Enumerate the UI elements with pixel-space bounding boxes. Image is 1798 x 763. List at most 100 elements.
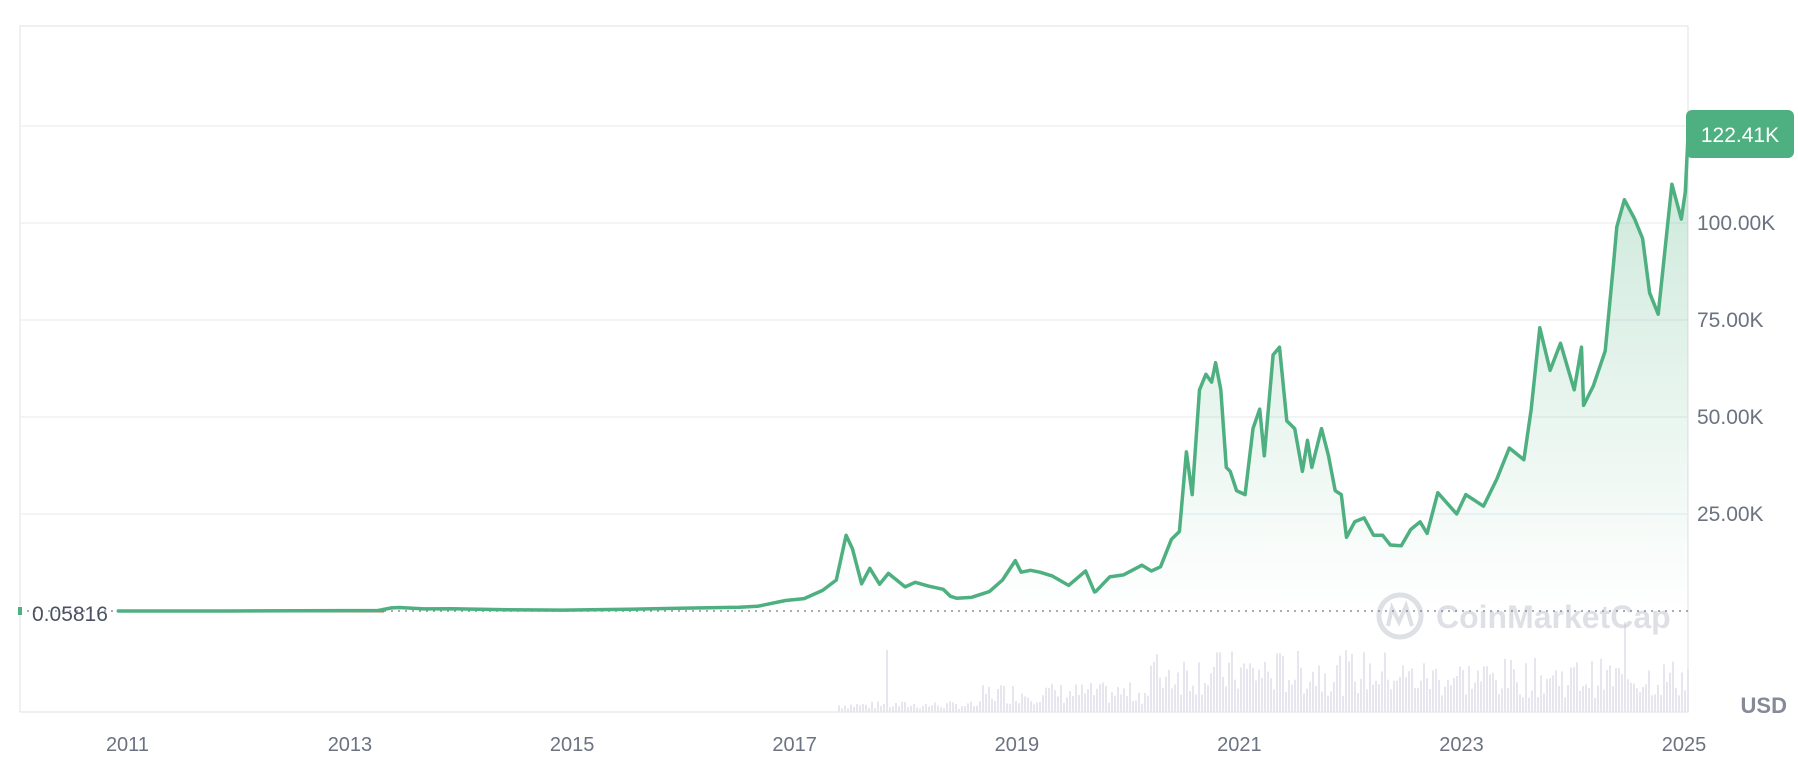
volume-bar — [880, 705, 882, 712]
volume-bar — [1279, 653, 1281, 712]
volume-bar — [1489, 674, 1491, 712]
volume-bar — [1099, 684, 1101, 712]
volume-bar — [937, 705, 939, 712]
volume-bar — [1054, 690, 1056, 712]
volume-bar — [1612, 686, 1614, 712]
volume-bar — [850, 704, 852, 712]
volume-bar — [1471, 688, 1473, 712]
volume-bar — [1255, 680, 1257, 712]
volume-bar — [1480, 681, 1482, 712]
volume-bar — [1618, 668, 1620, 712]
volume-bar — [1012, 686, 1014, 712]
volume-bar — [1294, 679, 1296, 712]
volume-bar — [868, 707, 870, 712]
volume-bar — [1573, 667, 1575, 712]
volume-bar — [1327, 695, 1329, 712]
volume-bar — [1126, 696, 1128, 712]
x-tick-label: 2019 — [995, 734, 1040, 756]
volume-bar — [1024, 696, 1026, 712]
volume-bar — [970, 701, 972, 712]
volume-bar — [1033, 704, 1035, 712]
volume-bar — [1519, 694, 1521, 712]
volume-bar — [1189, 691, 1191, 712]
volume-bar — [1129, 682, 1131, 712]
volume-bar — [1120, 694, 1122, 712]
volume-bar — [1324, 673, 1326, 712]
volume-bar — [1228, 662, 1230, 712]
volume-bar — [901, 701, 903, 712]
volume-bar — [1297, 650, 1299, 712]
volume-bar — [1060, 684, 1062, 712]
current-price-label: 122.41K — [1701, 124, 1779, 147]
volume-bar — [1351, 653, 1353, 712]
volume-bar — [1210, 673, 1212, 712]
volume-bar — [1027, 697, 1029, 712]
volume-bar — [964, 706, 966, 712]
volume-bar — [979, 701, 981, 712]
volume-bar — [1348, 661, 1350, 712]
volume-bar — [1300, 667, 1302, 712]
volume-bar — [1444, 686, 1446, 712]
volume-bar — [1414, 687, 1416, 712]
volume-bar — [1654, 694, 1656, 712]
volume-bar — [1339, 655, 1341, 712]
volume-bar — [1135, 700, 1137, 712]
volume-bar — [1441, 695, 1443, 712]
volume-bar — [1552, 675, 1554, 712]
x-tick-label: 2017 — [772, 734, 817, 756]
current-price-badge-bg — [1686, 110, 1794, 158]
volume-bar — [985, 693, 987, 712]
volume-bar — [1285, 691, 1287, 712]
volume-bar — [1627, 679, 1629, 712]
volume-bar — [874, 708, 876, 712]
volume-bar — [1057, 696, 1059, 712]
volume-bar — [1243, 663, 1245, 712]
volume-bar — [1591, 661, 1593, 712]
volume-bar — [1459, 666, 1461, 712]
volume-bar — [1165, 676, 1167, 712]
volume-bar — [1090, 683, 1092, 712]
volume-bar — [895, 703, 897, 712]
volume-bar — [1510, 660, 1512, 712]
volume-bar — [1342, 695, 1344, 712]
volume-bar — [1075, 684, 1077, 712]
volume-bar — [1528, 697, 1530, 712]
coinmarketcap-logo-wave — [1386, 600, 1414, 627]
volume-bar — [1495, 680, 1497, 712]
volume-bar — [1381, 671, 1383, 712]
volume-bar — [1087, 689, 1089, 712]
volume-bar — [1462, 669, 1464, 712]
volume-bar — [841, 708, 843, 712]
volume-bar — [1570, 667, 1572, 712]
volume-bar — [847, 708, 849, 712]
volume-bar — [1264, 661, 1266, 712]
volume-bar — [1051, 683, 1053, 712]
volume-bar — [1219, 652, 1221, 712]
price-area-fill — [118, 136, 1688, 611]
volume-bar — [1429, 689, 1431, 712]
volume-bar — [928, 706, 930, 712]
volume-bar — [1045, 687, 1047, 712]
volume-bar — [1363, 652, 1365, 712]
volume-bar — [865, 704, 867, 712]
volume-bar — [1630, 682, 1632, 712]
volume-bar — [1615, 667, 1617, 712]
volume-bar — [1585, 684, 1587, 712]
volume-bar — [1159, 677, 1161, 712]
volume-bar — [1036, 702, 1038, 712]
chart-left-marker — [18, 607, 22, 615]
volume-bar — [1123, 688, 1125, 712]
volume-bar — [1174, 684, 1176, 712]
volume-bar — [1096, 688, 1098, 712]
volume-bar — [1249, 663, 1251, 712]
volume-bar — [1642, 686, 1644, 712]
volume-bar — [1207, 685, 1209, 712]
volume-bar — [1117, 687, 1119, 712]
volume-bar — [1354, 681, 1356, 712]
volume-bar — [982, 685, 984, 712]
volume-bar — [955, 704, 957, 712]
volume-bar — [913, 703, 915, 712]
volume-bar — [1345, 650, 1347, 712]
volume-bar — [1687, 669, 1689, 712]
